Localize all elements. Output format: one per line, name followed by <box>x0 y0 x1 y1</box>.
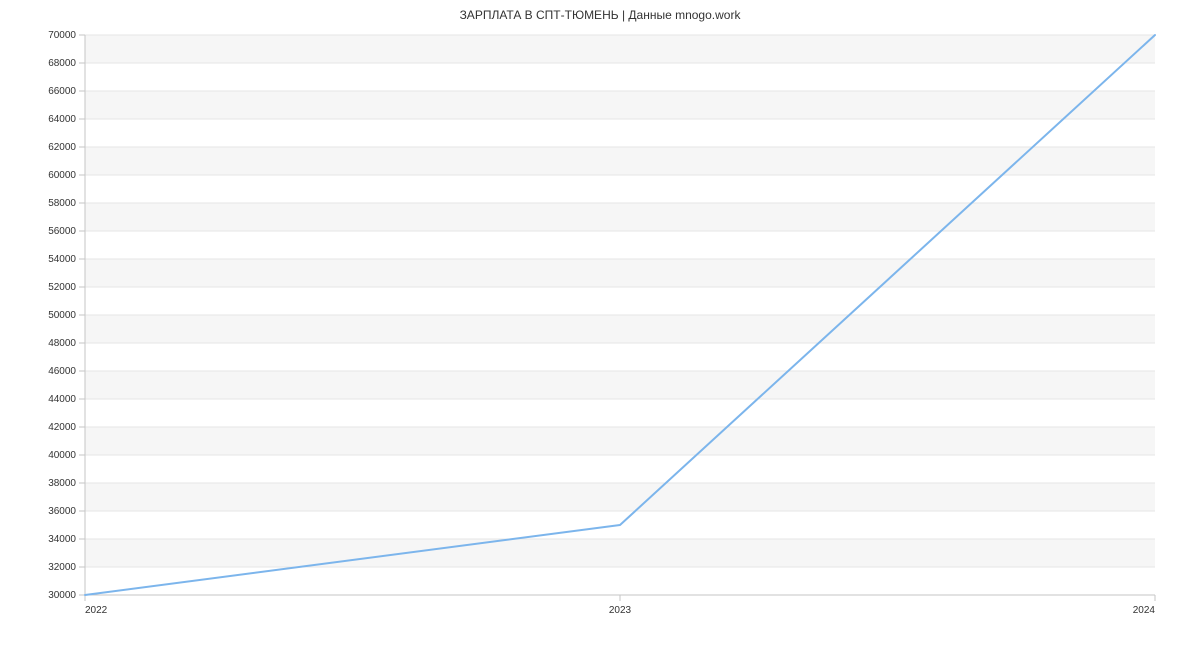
y-tick-label: 56000 <box>48 226 76 237</box>
y-tick-label: 70000 <box>48 30 76 41</box>
y-tick-label: 66000 <box>48 86 76 97</box>
chart-title: ЗАРПЛАТА В СПТ-ТЮМЕНЬ | Данные mnogo.wor… <box>0 8 1200 22</box>
y-tick-label: 68000 <box>48 58 76 69</box>
salary-line-chart: ЗАРПЛАТА В СПТ-ТЮМЕНЬ | Данные mnogo.wor… <box>0 0 1200 650</box>
y-tick-label: 62000 <box>48 142 76 153</box>
y-tick-label: 40000 <box>48 450 76 461</box>
y-tick-label: 34000 <box>48 534 76 545</box>
y-tick-label: 46000 <box>48 366 76 377</box>
y-tick-label: 32000 <box>48 562 76 573</box>
y-tick-label: 38000 <box>48 478 76 489</box>
y-tick-label: 48000 <box>48 338 76 349</box>
y-tick-label: 54000 <box>48 254 76 265</box>
y-tick-label: 60000 <box>48 170 76 181</box>
chart-svg: 30000 32000 34000 36000 38000 40000 42000 44000… <box>0 0 1200 650</box>
x-tick-label: 2023 <box>609 605 632 616</box>
x-tick-label: 2024 <box>1133 605 1156 616</box>
y-tick-label: 64000 <box>48 114 76 125</box>
y-tick-label: 36000 <box>48 506 76 517</box>
y-tick-label: 44000 <box>48 394 76 405</box>
y-tick-label: 52000 <box>48 282 76 293</box>
x-tick-label: 2022 <box>85 605 108 616</box>
y-tick-label: 30000 <box>48 590 76 601</box>
y-tick-label: 42000 <box>48 422 76 433</box>
y-tick-label: 50000 <box>48 310 76 321</box>
y-tick-label: 58000 <box>48 198 76 209</box>
